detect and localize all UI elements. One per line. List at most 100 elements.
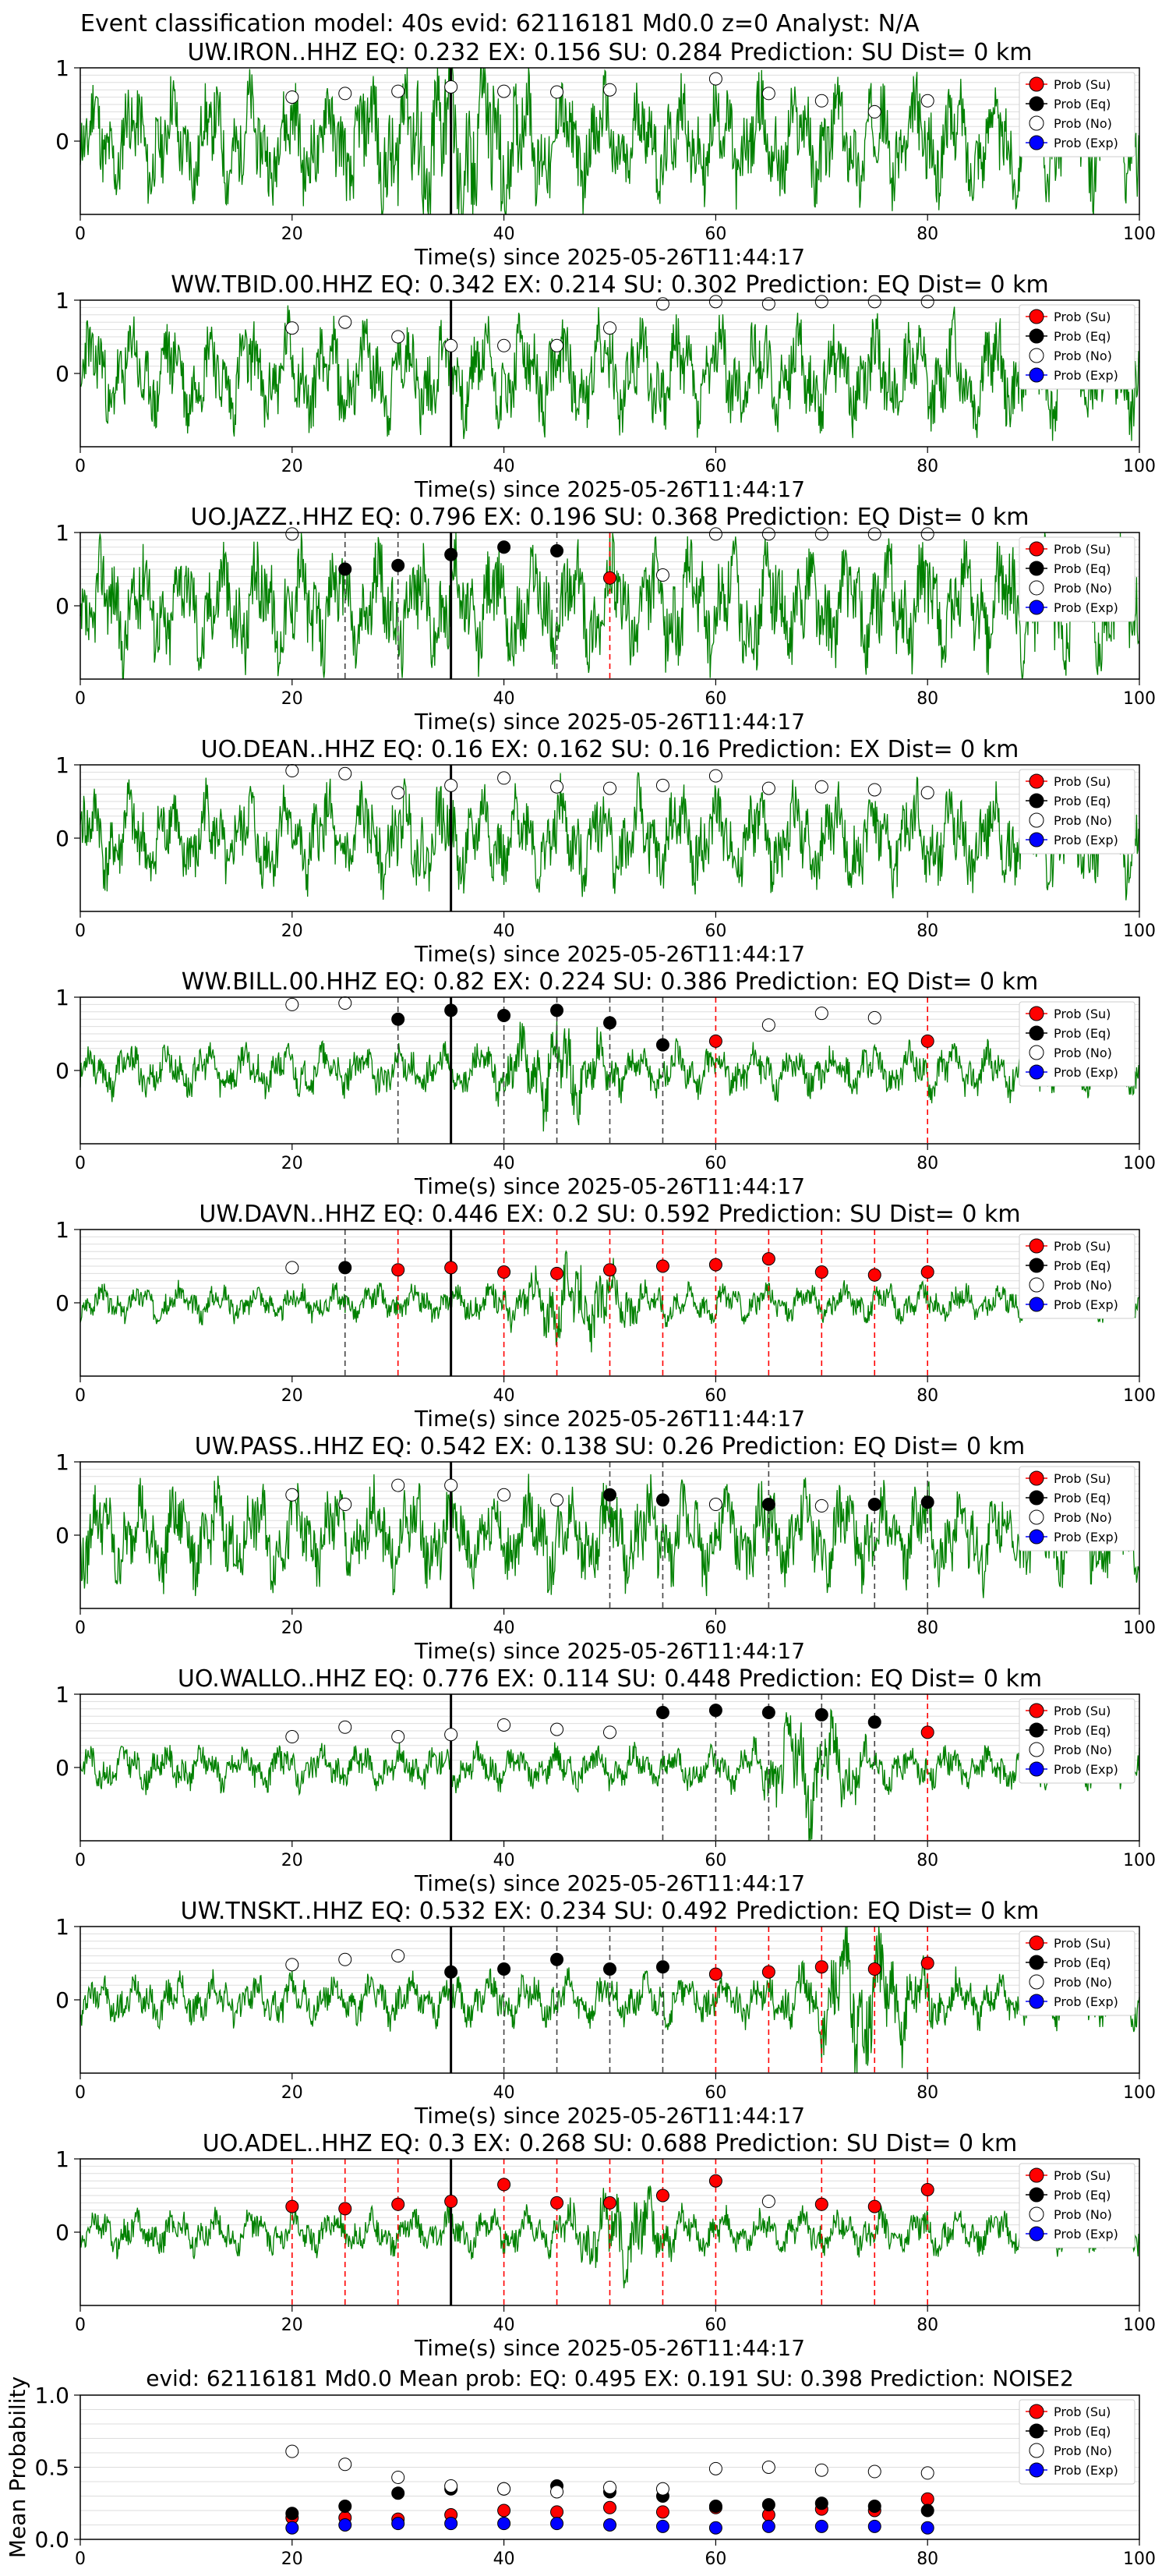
station-panel-9-legend-label-eq: Prob (Eq) bbox=[1054, 2188, 1111, 2203]
mean-panel-point-su bbox=[497, 2503, 511, 2518]
mean-panel-legend-label-exp: Prob (Exp) bbox=[1054, 2463, 1118, 2478]
station-panel-2-xtick-label: 40 bbox=[493, 689, 515, 709]
station-panel-9-prob-point-su bbox=[655, 2189, 669, 2203]
station-panel-7-prob-point-no bbox=[497, 1718, 511, 1732]
station-panel-8-prob-point-eq bbox=[444, 1965, 458, 1979]
station-panel-8-legend-label-eq: Prob (Eq) bbox=[1054, 1955, 1111, 1970]
mean-panel-legend-marker-exp bbox=[1029, 2462, 1044, 2478]
mean-panel-point-no bbox=[708, 2461, 722, 2475]
station-panel-1-legend-label-eq: Prob (Eq) bbox=[1054, 329, 1111, 344]
station-panel-5-legend-label-exp: Prob (Exp) bbox=[1054, 1297, 1118, 1312]
station-panel-1-prob-point-no bbox=[655, 297, 669, 311]
mean-panel-xtick-label: 80 bbox=[916, 2549, 938, 2569]
station-panel-2-xtick-label: 0 bbox=[75, 689, 86, 709]
station-panel-2-prob-point-no bbox=[761, 527, 775, 541]
station-panel-8-ytick-label: 1 bbox=[55, 1914, 69, 1940]
station-panel-9-xtick-label: 0 bbox=[75, 2316, 86, 2335]
station-panel-5-prob-point-su bbox=[603, 1263, 616, 1277]
station-panel-4-prob-point-no bbox=[761, 1018, 775, 1032]
station-panel-5-prob-point-eq bbox=[338, 1261, 352, 1275]
station-panel-0-xtick-label: 0 bbox=[75, 225, 86, 244]
station-panel-7-xtick-label: 100 bbox=[1123, 1851, 1156, 1870]
station-panel-0-prob-point-no bbox=[338, 87, 352, 101]
mean-panel-point-no bbox=[761, 2461, 775, 2474]
station-panel-9-prob-point-no bbox=[761, 2195, 775, 2209]
station-panel-9-legend-box bbox=[1019, 2163, 1135, 2249]
station-panel-4-legend-marker-su bbox=[1029, 1006, 1044, 1021]
station-panel-3-prob-point-no bbox=[391, 786, 405, 800]
station-panel-4-prob-point-no bbox=[338, 996, 352, 1010]
station-panel-0-prob-point-no bbox=[444, 80, 458, 94]
mean-panel-point-su bbox=[603, 2500, 616, 2514]
station-panel-3-legend-label-no: Prob (No) bbox=[1054, 813, 1112, 828]
mean-panel-point-exp bbox=[550, 2517, 564, 2531]
station-panel-3-prob-point-no bbox=[920, 786, 934, 800]
station-panel-0-legend-marker-exp bbox=[1029, 135, 1044, 150]
station-panel-4-ytick-label: 0 bbox=[55, 1058, 69, 1084]
station-panel-3-legend-label-eq: Prob (Eq) bbox=[1054, 794, 1111, 809]
station-panel-7-prob-point-eq bbox=[814, 1707, 828, 1721]
station-panel-2-legend-marker-su bbox=[1029, 541, 1044, 557]
station-panel-0-legend-box bbox=[1019, 72, 1135, 157]
mean-panel-point-exp bbox=[603, 2518, 616, 2532]
station-panel-6-legend-marker-no bbox=[1029, 1509, 1044, 1525]
station-panel-2-legend-label-no: Prob (No) bbox=[1054, 581, 1112, 596]
station-panel-7-xtick-label: 40 bbox=[493, 1851, 515, 1870]
station-panel-0-legend-marker-no bbox=[1029, 115, 1044, 131]
station-panel-8-legend-marker-exp bbox=[1029, 1994, 1044, 2009]
station-panel-3-prob-point-no bbox=[814, 780, 828, 794]
mean-panel-legend-marker-no bbox=[1029, 2443, 1044, 2458]
mean-panel-point-exp bbox=[497, 2517, 511, 2531]
station-panel-7-legend-marker-su bbox=[1029, 1703, 1044, 1718]
mean-panel-ytick-label: 0.0 bbox=[34, 2527, 69, 2553]
station-panel-2-prob-point-eq bbox=[338, 562, 352, 576]
station-panel-4-waveform bbox=[79, 1021, 1140, 1132]
station-panel-7-prob-point-no bbox=[603, 1725, 616, 1739]
station-panel-0-prob-point-no bbox=[497, 84, 511, 98]
station-panel-4-legend-marker-exp bbox=[1029, 1064, 1044, 1080]
station-panel-3-legend-label-exp: Prob (Exp) bbox=[1054, 833, 1118, 847]
station-panel-6-prob-point-no bbox=[338, 1498, 352, 1512]
station-panel-7-legend-label-su: Prob (Su) bbox=[1054, 1704, 1111, 1718]
station-panel-2-title: UO.JAZZ..HHZ EQ: 0.796 EX: 0.196 SU: 0.3… bbox=[191, 504, 1029, 531]
mean-panel-point-exp bbox=[444, 2517, 458, 2531]
mean-panel-point-exp bbox=[708, 2521, 722, 2535]
mean-panel-point-exp bbox=[655, 2519, 669, 2533]
station-panel-0-legend-label-eq: Prob (Eq) bbox=[1054, 97, 1111, 111]
station-panel-9-prob-point-su bbox=[391, 2197, 405, 2211]
station-panel-0-xtick-label: 100 bbox=[1123, 225, 1156, 244]
station-panel-0-ytick-label: 0 bbox=[55, 129, 69, 154]
station-panel-2-legend-box bbox=[1019, 536, 1135, 622]
station-panel-1-prob-point-no bbox=[285, 321, 299, 335]
station-panel-0-prob-point-no bbox=[814, 94, 828, 108]
station-panel-3-prob-point-no bbox=[761, 781, 775, 795]
mean-panel: evid: 62116181 Md0.0 Mean prob: EQ: 0.49… bbox=[5, 2365, 1156, 2569]
station-panel-7-ytick-label: 1 bbox=[55, 1682, 69, 1707]
station-panel-3-waveform bbox=[79, 772, 1140, 901]
station-panel-4-xtick-label: 40 bbox=[493, 1154, 515, 1173]
station-panel-5-prob-point-no bbox=[285, 1261, 299, 1275]
station-panel-6-xtick-label: 100 bbox=[1123, 1619, 1156, 1638]
station-panel-5-title: UW.DAVN..HHZ EQ: 0.446 EX: 0.2 SU: 0.592… bbox=[199, 1201, 1020, 1228]
station-panel-6-xtick-label: 0 bbox=[75, 1619, 86, 1638]
station-panel-2: UO.JAZZ..HHZ EQ: 0.796 EX: 0.196 SU: 0.3… bbox=[55, 504, 1156, 734]
station-panel-3-legend-marker-no bbox=[1029, 812, 1044, 828]
station-panel-5-prob-point-su bbox=[814, 1265, 828, 1279]
station-panel-4-legend-marker-eq bbox=[1029, 1025, 1044, 1041]
station-panel-5-legend-marker-exp bbox=[1029, 1297, 1044, 1312]
station-panel-8-xtick-label: 0 bbox=[75, 2083, 86, 2103]
station-panel-8-prob-point-no bbox=[391, 1949, 405, 1963]
station-panel-6-legend-box bbox=[1019, 1466, 1135, 1552]
station-panel-9-prob-point-su bbox=[708, 2174, 722, 2188]
station-panel-7-legend-marker-eq bbox=[1029, 1722, 1044, 1738]
mean-panel-xtick-label: 40 bbox=[493, 2549, 515, 2569]
station-panel-7-xtick-label: 0 bbox=[75, 1851, 86, 1870]
station-panel-5-ytick-label: 1 bbox=[55, 1217, 69, 1243]
station-panel-7-prob-point-no bbox=[550, 1722, 564, 1736]
mean-panel-point-exp bbox=[761, 2519, 775, 2533]
station-panel-4-title: WW.BILL.00.HHZ EQ: 0.82 EX: 0.224 SU: 0.… bbox=[182, 968, 1038, 996]
station-panel-1-legend-label-su: Prob (Su) bbox=[1054, 310, 1111, 324]
station-panel-2-xtick-label: 100 bbox=[1123, 689, 1156, 709]
station-panel-5-legend-marker-no bbox=[1029, 1277, 1044, 1293]
station-panel-7-xtick-label: 80 bbox=[916, 1851, 938, 1870]
